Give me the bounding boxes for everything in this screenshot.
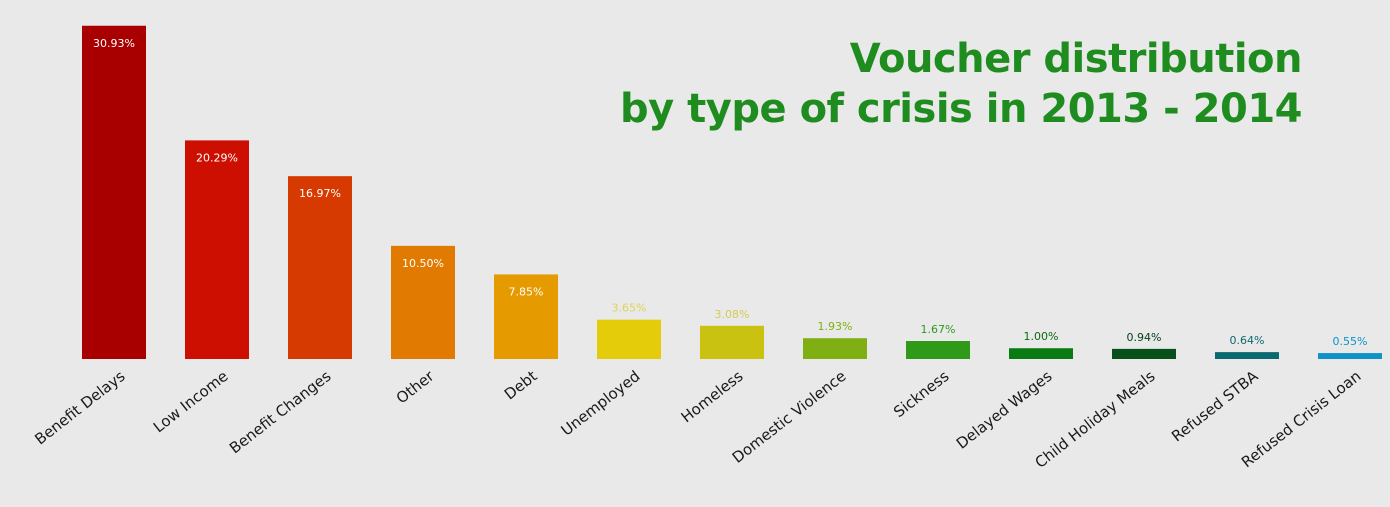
- bar-refused-stba: [1215, 352, 1279, 359]
- data-label-domestic-violence: 1.93%: [818, 320, 853, 333]
- bar-low-income: [185, 140, 249, 359]
- category-label-benefit-delays: Benefit Delays: [31, 367, 128, 449]
- category-label-sickness: Sickness: [890, 367, 952, 421]
- data-label-benefit-changes: 16.97%: [299, 187, 341, 200]
- category-label-refused-stba: Refused STBA: [1168, 367, 1262, 446]
- bar-debt: [494, 274, 558, 359]
- bar-benefit-delays: [82, 25, 146, 360]
- category-label-low-income: Low Income: [150, 367, 232, 436]
- category-label-delayed-wages: Delayed Wages: [953, 367, 1056, 453]
- bar-domestic-violence: [803, 338, 867, 359]
- bar-refused-crisis-loan: [1318, 353, 1382, 359]
- data-label-low-income: 20.29%: [196, 151, 238, 164]
- bar-benefit-changes: [288, 176, 352, 359]
- data-label-child-holiday-meals: 0.94%: [1127, 331, 1162, 344]
- data-label-refused-crisis-loan: 0.55%: [1333, 335, 1368, 348]
- data-label-benefit-delays: 30.93%: [93, 37, 135, 50]
- chart-title-line-2: by type of crisis in 2013 - 2014: [620, 86, 1302, 132]
- data-label-other: 10.50%: [402, 257, 444, 270]
- chart-title-line-1: Voucher distribution: [849, 36, 1303, 82]
- category-label-other: Other: [393, 366, 438, 407]
- data-label-debt: 7.85%: [509, 285, 544, 298]
- bar-other: [391, 245, 455, 359]
- data-label-sickness: 1.67%: [921, 323, 956, 336]
- category-label-homeless: Homeless: [678, 367, 747, 426]
- bar-sickness: [906, 341, 970, 359]
- data-label-homeless: 3.08%: [715, 308, 750, 321]
- category-label-unemployed: Unemployed: [558, 367, 644, 440]
- bar-child-holiday-meals: [1112, 348, 1176, 359]
- category-label-debt: Debt: [501, 367, 541, 404]
- data-label-unemployed: 3.65%: [612, 302, 647, 315]
- data-label-refused-stba: 0.64%: [1230, 334, 1265, 347]
- bar-homeless: [700, 325, 764, 359]
- data-label-delayed-wages: 1.00%: [1024, 330, 1059, 343]
- bar-delayed-wages: [1009, 348, 1073, 359]
- category-label-benefit-changes: Benefit Changes: [226, 367, 335, 457]
- bar-unemployed: [597, 319, 661, 359]
- category-label-domestic-violence: Domestic Violence: [729, 367, 850, 467]
